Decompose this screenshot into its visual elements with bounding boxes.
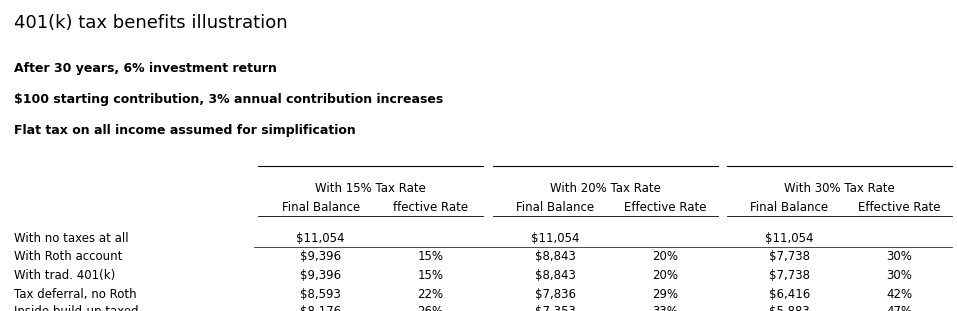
Text: $8,593: $8,593	[300, 288, 341, 301]
Text: ffective Rate: ffective Rate	[393, 201, 468, 214]
Text: Tax deferral, no Roth: Tax deferral, no Roth	[14, 288, 137, 301]
Text: 401(k) tax benefits illustration: 401(k) tax benefits illustration	[14, 14, 288, 32]
Text: 33%: 33%	[652, 305, 679, 311]
Text: With 15% Tax Rate: With 15% Tax Rate	[316, 182, 426, 195]
Text: Inside build-up taxed: Inside build-up taxed	[14, 305, 139, 311]
Text: With Roth account: With Roth account	[14, 250, 122, 263]
Text: 29%: 29%	[652, 288, 679, 301]
Text: With trad. 401(k): With trad. 401(k)	[14, 269, 116, 282]
Text: 20%: 20%	[652, 269, 679, 282]
Text: $8,176: $8,176	[300, 305, 341, 311]
Text: $7,353: $7,353	[535, 305, 575, 311]
Text: 42%: 42%	[886, 288, 913, 301]
Text: With 20% Tax Rate: With 20% Tax Rate	[550, 182, 660, 195]
Text: $6,416: $6,416	[768, 288, 811, 301]
Text: $7,738: $7,738	[769, 269, 810, 282]
Text: $7,836: $7,836	[535, 288, 575, 301]
Text: Final Balance: Final Balance	[750, 201, 829, 214]
Text: $8,843: $8,843	[535, 269, 575, 282]
Text: $11,054: $11,054	[297, 232, 345, 245]
Text: $11,054: $11,054	[531, 232, 579, 245]
Text: With no taxes at all: With no taxes at all	[14, 232, 129, 245]
Text: $7,738: $7,738	[769, 250, 810, 263]
Text: 30%: 30%	[886, 269, 913, 282]
Text: Effective Rate: Effective Rate	[858, 201, 941, 214]
Text: Final Balance: Final Balance	[281, 201, 360, 214]
Text: $8,843: $8,843	[535, 250, 575, 263]
Text: 26%: 26%	[417, 305, 444, 311]
Text: 20%: 20%	[652, 250, 679, 263]
Text: 30%: 30%	[886, 250, 913, 263]
Text: With 30% Tax Rate: With 30% Tax Rate	[785, 182, 895, 195]
Text: 47%: 47%	[886, 305, 913, 311]
Text: After 30 years, 6% investment return: After 30 years, 6% investment return	[14, 62, 278, 75]
Text: $5,883: $5,883	[769, 305, 810, 311]
Text: 22%: 22%	[417, 288, 444, 301]
Text: $100 starting contribution, 3% annual contribution increases: $100 starting contribution, 3% annual co…	[14, 93, 444, 106]
Text: Final Balance: Final Balance	[516, 201, 594, 214]
Text: $11,054: $11,054	[766, 232, 813, 245]
Text: $9,396: $9,396	[300, 250, 341, 263]
Text: Flat tax on all income assumed for simplification: Flat tax on all income assumed for simpl…	[14, 124, 356, 137]
Text: 15%: 15%	[417, 269, 444, 282]
Text: 15%: 15%	[417, 250, 444, 263]
Text: Effective Rate: Effective Rate	[624, 201, 706, 214]
Text: $9,396: $9,396	[300, 269, 341, 282]
